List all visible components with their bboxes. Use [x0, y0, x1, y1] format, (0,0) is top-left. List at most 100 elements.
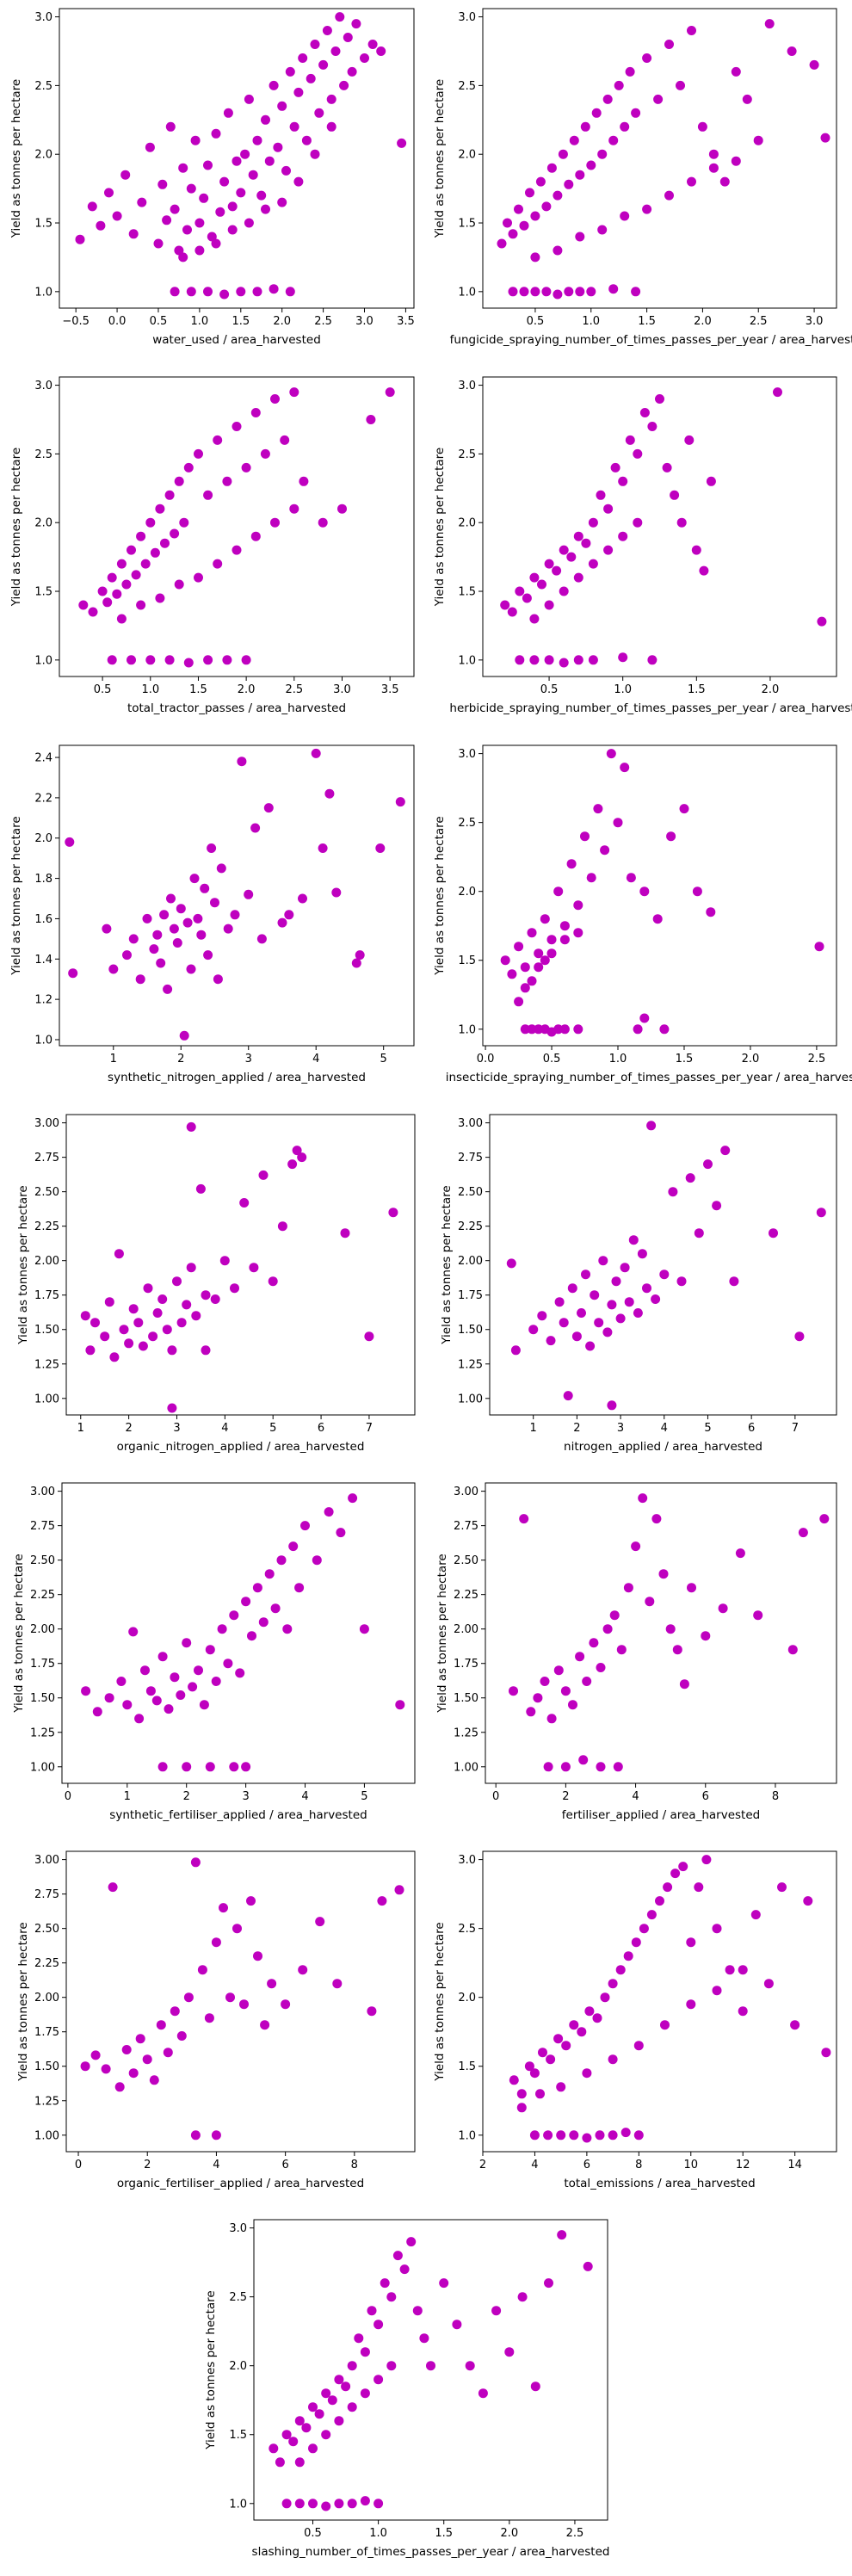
data-point [87, 201, 97, 212]
data-point [100, 1331, 110, 1342]
y-axis-label: Yield as tonnes per hectare [440, 1185, 454, 1344]
scatter-points [500, 387, 827, 668]
data-point [252, 287, 262, 297]
data-point [92, 1707, 102, 1717]
data-point [639, 1924, 649, 1934]
data-point [112, 211, 122, 221]
y-tick-label: 2.5 [458, 817, 476, 830]
data-point [663, 1882, 673, 1893]
x-tick-label: 2.0 [694, 315, 712, 328]
data-point [664, 190, 674, 201]
data-point [114, 1249, 124, 1259]
data-point [114, 2082, 125, 2092]
data-point [646, 1910, 657, 1920]
y-tick-label: 2.0 [34, 832, 52, 845]
data-point [285, 287, 295, 297]
data-point [204, 2013, 214, 2023]
data-point [515, 586, 525, 596]
data-point [236, 287, 246, 297]
data-point [188, 1682, 198, 1692]
y-tick-label: 3.0 [229, 2222, 247, 2235]
data-point [315, 1917, 325, 1927]
data-point [318, 843, 328, 853]
x-tick-label: 3 [173, 1422, 180, 1435]
data-point [508, 287, 518, 297]
data-point [96, 220, 106, 231]
data-point [135, 974, 145, 985]
data-point [232, 545, 242, 555]
data-point [249, 1263, 259, 1273]
x-tick-label: 0.5 [94, 683, 112, 696]
data-point [821, 2048, 831, 2058]
x-tick-label: 2.0 [500, 2527, 518, 2540]
data-point [395, 1700, 405, 1710]
data-point [519, 287, 529, 297]
data-point [708, 163, 719, 173]
x-tick-label: 1.0 [141, 683, 159, 696]
data-point [294, 2457, 305, 2468]
data-point [298, 1965, 308, 1975]
data-point [625, 66, 635, 77]
data-point [116, 1677, 127, 1686]
data-point [203, 287, 213, 297]
data-point [179, 517, 189, 528]
y-axis-label: Yield as tonnes per hectare [9, 79, 23, 238]
data-point [588, 559, 598, 569]
data-point [174, 476, 184, 486]
data-point [582, 1677, 592, 1686]
data-point [602, 1327, 613, 1337]
y-tick-label: 1.50 [34, 1324, 59, 1337]
data-point [426, 2361, 435, 2371]
data-point [553, 289, 563, 300]
data-point [642, 1283, 651, 1294]
x-tick-label: 2 [144, 2159, 151, 2171]
data-point [326, 121, 336, 132]
data-point [213, 974, 223, 985]
data-point [527, 976, 537, 986]
data-point [148, 1331, 158, 1342]
scatter-points [75, 12, 407, 300]
data-point [386, 2361, 397, 2371]
data-point [211, 1937, 221, 1948]
x-axis-label: organic_fertiliser_applied / area_harves… [117, 2177, 364, 2190]
data-point [172, 1276, 182, 1287]
data-point [326, 94, 336, 104]
y-axis-label: Yield as tonnes per hectare [435, 1554, 449, 1713]
data-point [525, 188, 534, 198]
data-point [199, 193, 209, 203]
x-tick-label: 4 [301, 1790, 308, 1803]
y-tick-label: 1.50 [454, 1692, 478, 1705]
data-point [203, 160, 213, 170]
y-tick-label: 2.75 [34, 1888, 59, 1901]
data-point [239, 1999, 249, 2010]
x-tick-label: 8 [772, 1790, 779, 1803]
scatter-points [500, 749, 824, 1037]
data-point [615, 1313, 626, 1324]
data-point [186, 1263, 196, 1273]
data-point [639, 408, 650, 417]
data-point [172, 938, 182, 948]
data-point [244, 218, 254, 228]
data-point [777, 1882, 787, 1893]
data-point [712, 1986, 722, 1996]
y-tick-label: 2.25 [34, 1220, 59, 1233]
scatter-points [269, 2230, 593, 2511]
data-point [197, 1965, 207, 1975]
x-tick-label: 8 [635, 2159, 642, 2171]
data-point [790, 2020, 800, 2030]
data-point [178, 252, 188, 263]
data-point [159, 910, 170, 920]
y-tick-label: 1.4 [34, 954, 52, 967]
data-point [293, 176, 304, 187]
x-axis-label: insecticide_spraying_number_of_times_pas… [446, 1071, 852, 1084]
y-tick-label: 2.0 [458, 1992, 476, 2005]
data-point [174, 579, 184, 590]
data-point [556, 2130, 566, 2140]
y-tick-label: 1.00 [30, 1761, 55, 1774]
x-tick-label: 3.5 [381, 683, 399, 696]
data-point [581, 538, 591, 548]
data-point [412, 2306, 423, 2316]
data-point [140, 559, 151, 569]
data-point [151, 1696, 162, 1706]
x-tick-label: 1.0 [369, 2527, 387, 2540]
